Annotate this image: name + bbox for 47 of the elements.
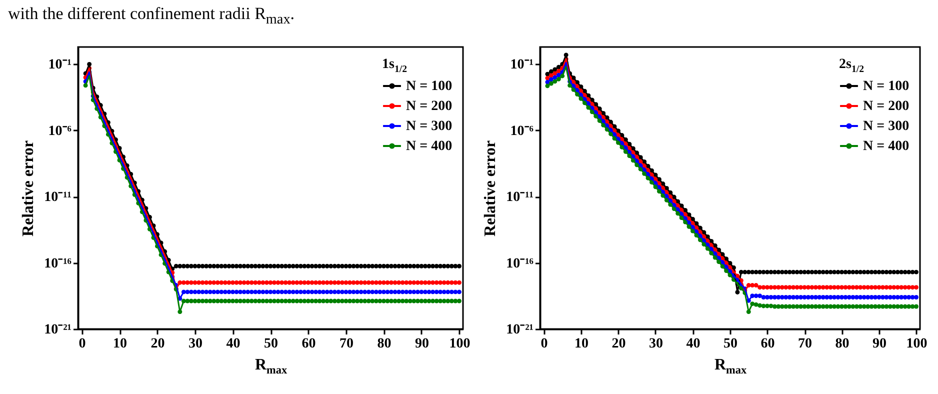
x-tick-label: 40 [226,336,240,352]
x-tick-label: 60 [760,336,775,352]
legend-label: N = 200 [863,99,910,114]
x-axis-title: R$_{max}$ [254,356,288,376]
y-tick-label: 10⁻¹¹ [506,190,534,206]
legend-label: N = 400 [406,139,452,154]
x-tick-label: 20 [612,336,626,352]
legend-label: N = 300 [863,119,910,134]
y-axis-title: Relative error [482,140,500,237]
x-tick-label: 100 [449,336,470,352]
legend-label: N = 300 [406,119,452,134]
x-tick-label: 70 [339,336,354,352]
text: with the different confinement radii R$_{max}$. [8,4,295,28]
legend-label: N = 100 [406,79,452,94]
x-tick-label: 60 [302,336,316,352]
x-tick-label: 80 [377,336,392,352]
x-tick-label: 0 [78,336,86,352]
legend-label: N = 400 [863,139,910,154]
legend-title: 1s$_{1/2}$ [382,57,408,75]
x-tick-label: 90 [872,336,887,352]
y-tick-label: 10⁻¹⁶ [506,256,534,272]
x-tick-label: 100 [906,336,928,352]
y-tick-label: 10⁻²¹ [44,322,72,338]
x-tick-label: 50 [264,336,278,352]
x-tick-label: 10 [113,336,128,352]
x-tick-label: 30 [648,336,663,352]
x-tick-label: 10 [574,336,588,352]
x-tick-label: 80 [835,336,850,352]
y-tick-label: 10⁻¹¹ [44,190,72,206]
x-axis-title: R$_{max}$ [714,356,747,376]
y-tick-label: 10⁻¹⁶ [44,256,72,272]
y-tick-label: 10⁻⁶ [510,124,534,139]
x-tick-label: 90 [414,336,429,352]
legend-label: N = 200 [406,99,452,114]
x-tick-label: 20 [150,336,165,352]
legend-label: N = 100 [863,79,910,94]
y-tick-label: 10⁻¹ [510,58,534,73]
x-tick-label: 50 [724,336,738,352]
legend-title: 2s$_{1/2}$ [839,57,864,75]
y-tick-label: 10⁻⁶ [48,124,72,139]
x-tick-label: 0 [540,336,548,352]
y-axis-title: Relative error [20,140,38,237]
x-tick-label: 40 [686,336,700,352]
y-tick-label: 10⁻²¹ [506,322,534,338]
x-tick-label: 70 [798,336,812,352]
y-tick-label: 10⁻¹ [48,58,72,73]
x-tick-label: 30 [188,336,203,352]
